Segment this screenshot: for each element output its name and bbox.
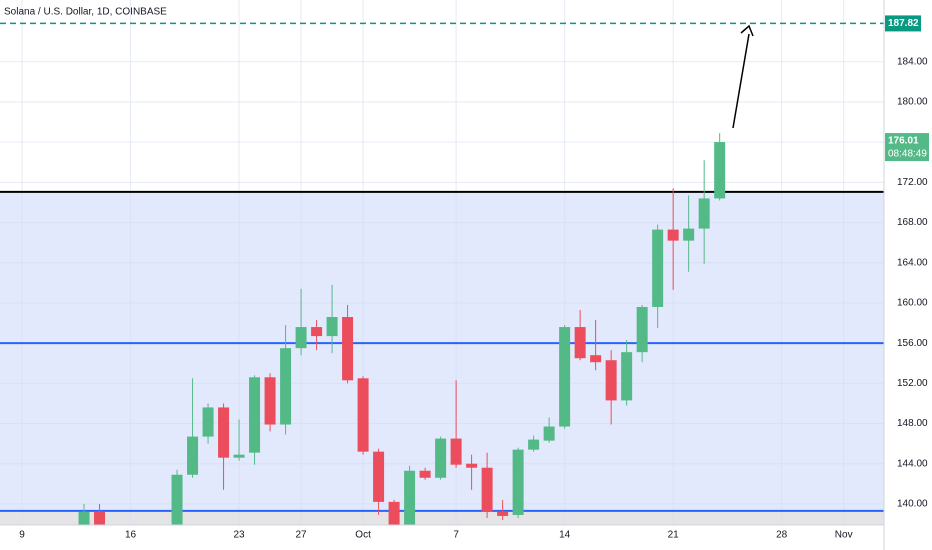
x-tick-label: 27 — [296, 530, 308, 541]
candle-body — [590, 355, 602, 363]
arrow — [732, 33, 750, 129]
candle-body — [373, 451, 385, 502]
candle-body — [466, 463, 478, 468]
y-tick-label: 156.00 — [897, 338, 928, 349]
candle-body — [202, 407, 214, 437]
candle-body — [543, 426, 555, 441]
candle-body — [218, 407, 230, 458]
target-price-label: 187.82 — [888, 18, 919, 29]
candle-body — [683, 228, 695, 241]
x-tick-label: 14 — [559, 530, 571, 541]
x-tick-label: Nov — [835, 530, 853, 541]
x-tick-label: 23 — [233, 530, 245, 541]
candle-body — [78, 511, 90, 525]
last-price-box — [885, 133, 929, 162]
candle-body — [450, 438, 462, 465]
candle-body — [481, 467, 493, 512]
candle-body — [652, 229, 664, 307]
y-tick-label: 144.00 — [897, 458, 928, 469]
candle-body — [512, 449, 524, 515]
candle-body — [435, 438, 447, 478]
candle-body — [419, 470, 431, 478]
candle-body — [280, 348, 292, 425]
candle-body — [388, 501, 400, 525]
candle-body — [497, 511, 509, 516]
candle-body — [295, 327, 307, 349]
x-tick-label: 7 — [453, 530, 459, 541]
candle-body — [605, 360, 617, 401]
candle-body — [264, 377, 276, 425]
candle-body — [698, 198, 710, 229]
x-tick-label: 16 — [125, 530, 137, 541]
candle-body — [714, 142, 726, 199]
y-tick-label: 140.00 — [897, 499, 928, 510]
candle-body — [249, 377, 261, 453]
y-tick-label: 180.00 — [897, 97, 928, 108]
candle-body — [311, 327, 323, 337]
plot — [0, 0, 884, 525]
candle-body — [528, 439, 540, 450]
target-price-box — [885, 15, 921, 32]
y-tick-label: 164.00 — [897, 257, 928, 268]
candle-body — [187, 436, 199, 475]
candle-body — [621, 352, 633, 401]
candle-body — [574, 327, 586, 359]
y-tick-label: 152.00 — [897, 378, 928, 389]
x-tick-label: Oct — [355, 530, 371, 541]
candle-body — [559, 327, 571, 427]
candles — [78, 133, 726, 525]
candle-body — [171, 474, 183, 525]
y-tick-label: 148.00 — [897, 418, 928, 429]
candle-body — [233, 454, 245, 458]
candle-body — [326, 317, 338, 337]
x-tick-label: 9 — [19, 530, 25, 541]
candle-body — [667, 229, 679, 241]
y-tick-label: 168.00 — [897, 217, 928, 228]
y-tick-label: 172.00 — [897, 177, 928, 188]
lower-shade — [0, 510, 884, 525]
candle-body — [357, 378, 369, 452]
x-tick-label: 28 — [776, 530, 788, 541]
y-tick-label: 184.00 — [897, 56, 928, 67]
x-tick-label: 21 — [668, 530, 680, 541]
chart-title: Solana / U.S. Dollar, 1D, COINBASE — [4, 7, 167, 18]
y-tick-label: 160.00 — [897, 298, 928, 309]
countdown-label: 08:48:49 — [888, 149, 927, 160]
last-price-label: 176.01 — [888, 136, 919, 147]
candle-body — [404, 470, 416, 525]
candle-body — [342, 317, 354, 381]
arrow-head — [740, 24, 754, 37]
candle-body — [636, 306, 648, 353]
candle-body — [94, 511, 106, 525]
